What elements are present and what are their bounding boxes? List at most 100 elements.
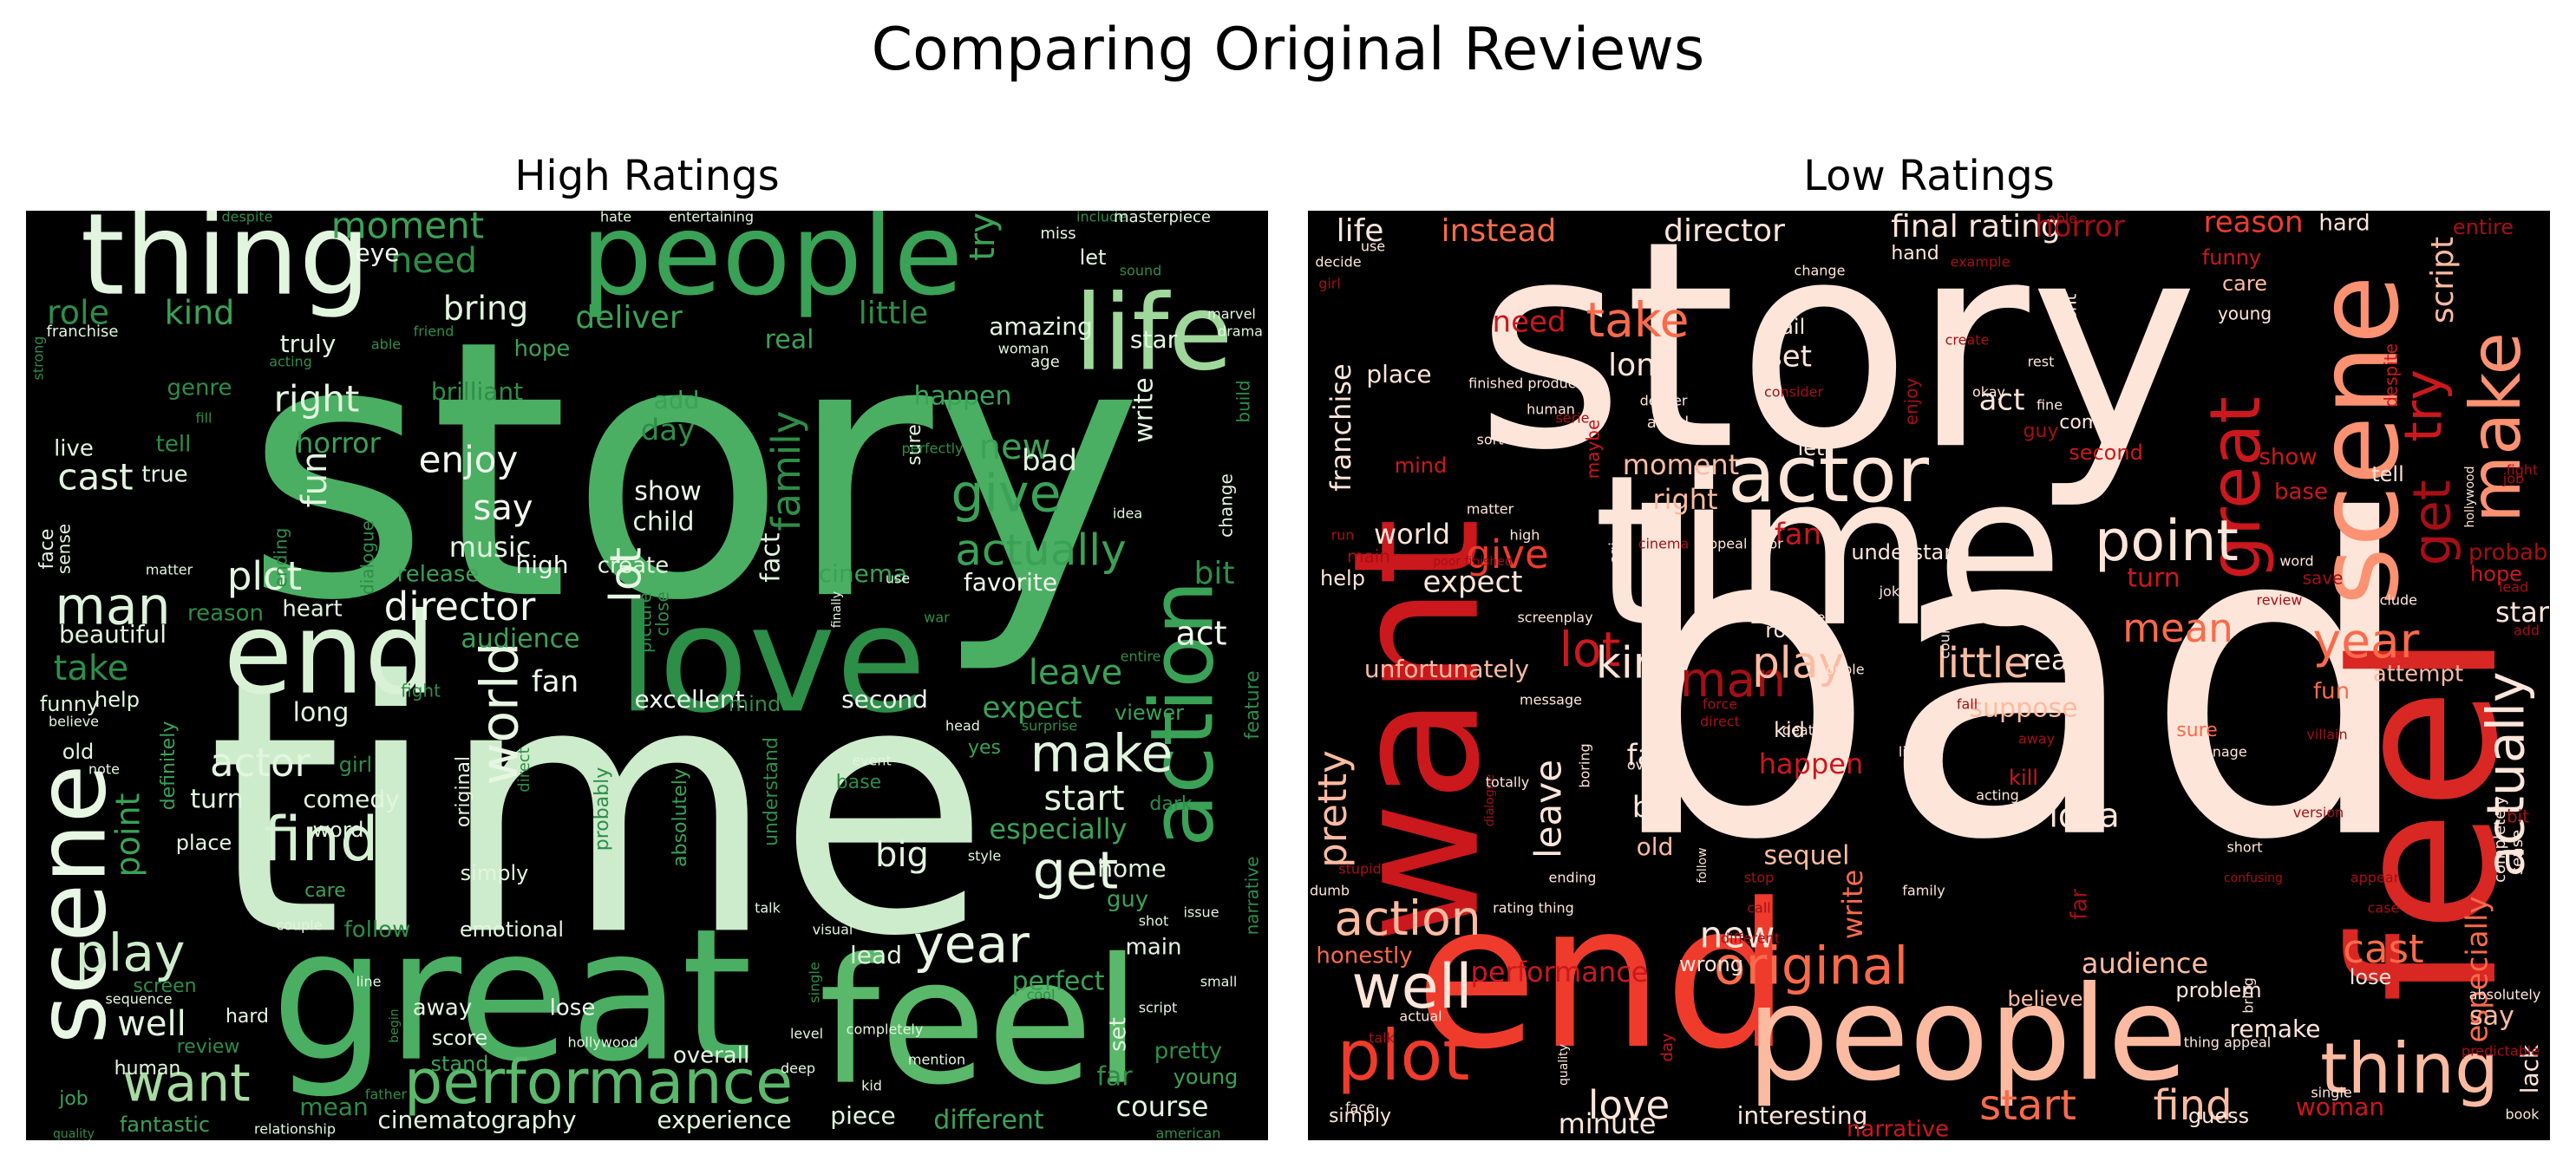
word-rest: rest bbox=[2028, 354, 2055, 370]
word-make: make bbox=[1030, 724, 1174, 785]
word-shot: shot bbox=[1139, 913, 1169, 930]
word-big: big bbox=[1632, 791, 1678, 825]
word-probably: probably bbox=[592, 767, 613, 852]
word-action: action bbox=[1131, 580, 1232, 847]
word-war: war bbox=[924, 610, 950, 626]
word-care: care bbox=[2222, 271, 2267, 296]
word-fun: fun bbox=[2313, 679, 2350, 705]
word-point: point bbox=[109, 793, 147, 878]
word-play: play bbox=[1752, 638, 1844, 688]
word-audience: audience bbox=[461, 624, 579, 655]
word-bit: bit bbox=[2507, 806, 2529, 827]
word-cast: cast bbox=[2343, 926, 2423, 972]
word-sound: sound bbox=[1120, 263, 1162, 279]
word-mean: mean bbox=[2122, 605, 2233, 651]
word-consider: consider bbox=[1764, 384, 1824, 401]
word-high: high bbox=[515, 551, 568, 579]
word-relationship: relationship bbox=[254, 1121, 336, 1138]
word-say: say bbox=[473, 488, 533, 528]
panel-title-high: High Ratings bbox=[514, 152, 780, 200]
word-begin: begin bbox=[388, 1008, 402, 1042]
word-human: human bbox=[114, 1058, 181, 1080]
word-screenplay: screenplay bbox=[1517, 610, 1592, 626]
word-write: write bbox=[1836, 870, 1869, 939]
word-year: year bbox=[2313, 613, 2420, 669]
word-away: away bbox=[2018, 731, 2055, 747]
word-director: director bbox=[384, 584, 536, 630]
word-place: place bbox=[1366, 360, 1431, 388]
word-drama: drama bbox=[1218, 323, 1263, 340]
word-single: single bbox=[2311, 1085, 2351, 1101]
word-manage: manage bbox=[2190, 744, 2246, 760]
word-understand: understand bbox=[761, 737, 782, 846]
word-kid: kid bbox=[1774, 718, 1805, 742]
word-book: book bbox=[2506, 1106, 2540, 1123]
word-beautiful: beautiful bbox=[59, 620, 167, 649]
word-short: short bbox=[2226, 839, 2262, 856]
word-especially: especially bbox=[2461, 896, 2495, 1042]
word-right: right bbox=[274, 378, 360, 421]
word-base: base bbox=[2274, 480, 2328, 506]
word-well: well bbox=[1351, 951, 1472, 1022]
word-decent: decent bbox=[2060, 293, 2081, 353]
word-great: great bbox=[271, 890, 752, 1102]
word-thing: thing bbox=[2320, 1028, 2499, 1109]
word-bring: bring bbox=[443, 290, 529, 328]
word-real: real bbox=[2024, 643, 2076, 676]
word-maybe: maybe bbox=[1583, 420, 1604, 480]
word-serie: serie bbox=[1555, 410, 1589, 427]
word-narrative: narrative bbox=[1847, 1117, 1949, 1141]
word-let: let bbox=[1080, 245, 1107, 270]
word-friend: friend bbox=[414, 323, 454, 340]
word-script: script bbox=[2425, 237, 2461, 323]
word-year: year bbox=[913, 915, 1030, 976]
word-create: create bbox=[1945, 332, 1990, 349]
word-style: style bbox=[968, 848, 1001, 865]
panel-title-low: Low Ratings bbox=[1803, 152, 2055, 200]
word-take: take bbox=[1586, 292, 1690, 348]
word-human: human bbox=[1527, 401, 1575, 418]
word-completely: completely bbox=[2491, 796, 2509, 883]
word-lose: lose bbox=[550, 995, 596, 1021]
word-deliver: deliver bbox=[575, 300, 682, 336]
word-guy: guy bbox=[1107, 887, 1148, 913]
word-close: close bbox=[652, 591, 673, 636]
word-word: word bbox=[2279, 553, 2313, 570]
word-fill: fill bbox=[196, 410, 212, 427]
word-actual: actual bbox=[1399, 1008, 1442, 1025]
word-need: need bbox=[390, 241, 477, 281]
word-version: version bbox=[2293, 805, 2344, 821]
word-different: different bbox=[1721, 930, 1780, 947]
word-new: new bbox=[1700, 914, 1775, 956]
word-script: script bbox=[1139, 1000, 1178, 1016]
word-turn: turn bbox=[2127, 564, 2180, 594]
word-franchise: franchise bbox=[47, 323, 119, 341]
word-excellent: excellent bbox=[635, 685, 745, 714]
word-age: age bbox=[1030, 353, 1060, 371]
word-act: act bbox=[1175, 615, 1226, 653]
word-happen: happen bbox=[914, 382, 1012, 412]
word-day: day bbox=[641, 414, 696, 448]
word-hard: hard bbox=[2318, 211, 2370, 237]
word-attempt: attempt bbox=[2373, 662, 2463, 688]
word-strong: strong bbox=[30, 336, 47, 381]
word-direct: direct bbox=[1700, 714, 1740, 730]
word-dialogue: dialogue bbox=[357, 520, 378, 595]
word-child: child bbox=[632, 507, 694, 538]
word-hope: hope bbox=[514, 336, 571, 362]
word-word: word bbox=[313, 818, 364, 842]
word-idea: idea bbox=[1113, 506, 1142, 522]
word-make: make bbox=[2455, 332, 2536, 523]
word-reason: reason bbox=[2203, 211, 2303, 240]
word-fact: fact bbox=[756, 532, 787, 582]
word-life: life bbox=[1337, 213, 1384, 249]
word-care: care bbox=[304, 880, 346, 902]
word-include: include bbox=[2367, 592, 2417, 609]
word-viewer: viewer bbox=[1115, 701, 1184, 725]
word-story: story bbox=[1475, 211, 2199, 512]
word-fantastic: fantastic bbox=[120, 1113, 210, 1137]
word-funny: funny bbox=[40, 692, 99, 716]
word-fall: fall bbox=[1957, 696, 1978, 713]
word-true: true bbox=[141, 462, 187, 488]
